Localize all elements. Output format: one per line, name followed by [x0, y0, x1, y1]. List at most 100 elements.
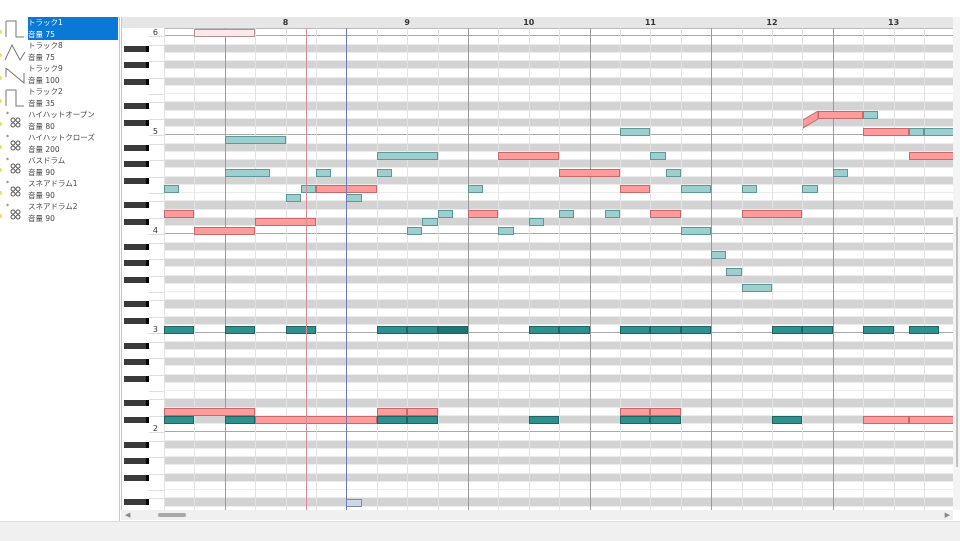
note[interactable]	[528, 325, 560, 334]
white-key[interactable]	[149, 135, 164, 137]
black-key[interactable]	[124, 359, 149, 365]
piano-keyboard[interactable]: 6 5 4 3 2	[122, 28, 165, 510]
black-key[interactable]	[124, 301, 149, 308]
track-label[interactable]: バスドラム 音量 90	[28, 155, 118, 178]
white-key[interactable]	[149, 316, 164, 318]
note-grid[interactable]	[164, 28, 954, 510]
track-label[interactable]: トラック8 音量 75	[28, 40, 118, 63]
note[interactable]	[620, 408, 651, 416]
note[interactable]	[376, 408, 408, 416]
white-key[interactable]	[149, 374, 164, 376]
track-label[interactable]: トラック2 音量 35	[28, 86, 118, 109]
note[interactable]	[407, 408, 438, 416]
note[interactable]	[650, 152, 666, 161]
track-label[interactable]: トラック9 音量 100	[28, 63, 118, 86]
track-item[interactable]: * バスドラム 音量 90	[0, 155, 119, 178]
note[interactable]	[863, 111, 879, 119]
note[interactable]	[224, 325, 256, 334]
horizontal-scrollbar[interactable]: ◀ ▶	[121, 510, 953, 520]
note[interactable]	[224, 416, 256, 425]
note[interactable]	[224, 168, 271, 177]
vertical-scroll-thumb[interactable]	[956, 217, 958, 467]
note[interactable]	[559, 325, 590, 334]
note[interactable]	[376, 416, 408, 425]
note[interactable]	[802, 325, 833, 334]
note[interactable]	[407, 226, 423, 235]
black-key[interactable]	[124, 400, 149, 407]
note[interactable]	[194, 28, 256, 37]
white-key[interactable]	[149, 77, 164, 79]
note[interactable]	[346, 193, 362, 202]
white-key[interactable]	[149, 498, 164, 500]
track-label[interactable]: ハイハットオープン 音量 80	[28, 109, 118, 132]
note[interactable]	[863, 325, 894, 334]
black-key[interactable]	[124, 161, 149, 167]
black-key[interactable]	[124, 202, 149, 209]
black-key[interactable]	[124, 375, 149, 382]
black-key[interactable]	[124, 317, 149, 324]
note[interactable]	[741, 284, 772, 293]
note[interactable]	[376, 325, 408, 334]
black-key[interactable]	[124, 342, 149, 349]
track-label[interactable]: ハイハットクローズ 音量 200	[28, 132, 118, 155]
white-key[interactable]	[149, 94, 164, 95]
black-key[interactable]	[124, 458, 149, 464]
black-key[interactable]	[124, 441, 149, 448]
note[interactable]	[224, 135, 286, 144]
white-key[interactable]	[149, 333, 164, 335]
black-key[interactable]	[124, 474, 149, 481]
note[interactable]	[908, 416, 954, 425]
note[interactable]	[741, 185, 757, 194]
white-key[interactable]	[149, 457, 164, 458]
note[interactable]	[437, 210, 453, 218]
note[interactable]	[832, 168, 848, 177]
note[interactable]	[711, 251, 727, 260]
white-key[interactable]	[149, 341, 164, 343]
white-key[interactable]	[149, 490, 164, 491]
note[interactable]	[908, 152, 954, 161]
note[interactable]	[407, 325, 438, 334]
black-key[interactable]	[124, 78, 149, 85]
white-key[interactable]	[149, 242, 164, 244]
note[interactable]	[559, 168, 620, 177]
note[interactable]	[300, 185, 316, 194]
white-key[interactable]	[149, 102, 164, 104]
white-key[interactable]	[149, 275, 164, 277]
track-label[interactable]: スネアドラム2 音量 90	[28, 201, 118, 224]
note[interactable]	[528, 218, 544, 227]
note[interactable]	[255, 416, 377, 425]
note[interactable]	[863, 127, 909, 136]
note[interactable]	[741, 210, 803, 218]
note[interactable]	[924, 127, 954, 136]
note[interactable]	[285, 325, 316, 334]
note[interactable]	[680, 185, 712, 194]
track-label[interactable]: トラック1 音量 75	[28, 17, 118, 40]
black-key[interactable]	[124, 45, 149, 52]
track-item[interactable]: * スネアドラム2 音量 90	[0, 201, 119, 224]
note[interactable]	[498, 152, 560, 161]
white-key[interactable]	[149, 473, 164, 475]
scroll-left-arrow-icon[interactable]: ◀	[125, 511, 131, 519]
white-key[interactable]	[149, 292, 164, 293]
note[interactable]	[316, 168, 332, 177]
white-key[interactable]	[149, 143, 164, 145]
track-item[interactable]: トラック9 音量 100	[0, 63, 119, 86]
note[interactable]	[164, 416, 195, 425]
note[interactable]	[726, 267, 742, 276]
white-key[interactable]	[149, 44, 164, 46]
black-key[interactable]	[124, 119, 149, 126]
note[interactable]	[376, 168, 392, 177]
note[interactable]	[650, 416, 681, 425]
white-key[interactable]	[149, 399, 164, 401]
note[interactable]	[498, 226, 514, 235]
white-key[interactable]	[149, 217, 164, 219]
white-key[interactable]	[149, 61, 164, 62]
note[interactable]	[285, 193, 301, 202]
white-key[interactable]	[149, 176, 164, 178]
note[interactable]	[255, 218, 316, 227]
piano-roll[interactable]: 8 9 10 11 12 13 6 5 4 3 2	[121, 17, 954, 510]
white-key[interactable]	[149, 118, 164, 120]
note[interactable]	[164, 210, 195, 218]
white-key[interactable]	[149, 259, 164, 260]
note[interactable]	[680, 325, 712, 334]
